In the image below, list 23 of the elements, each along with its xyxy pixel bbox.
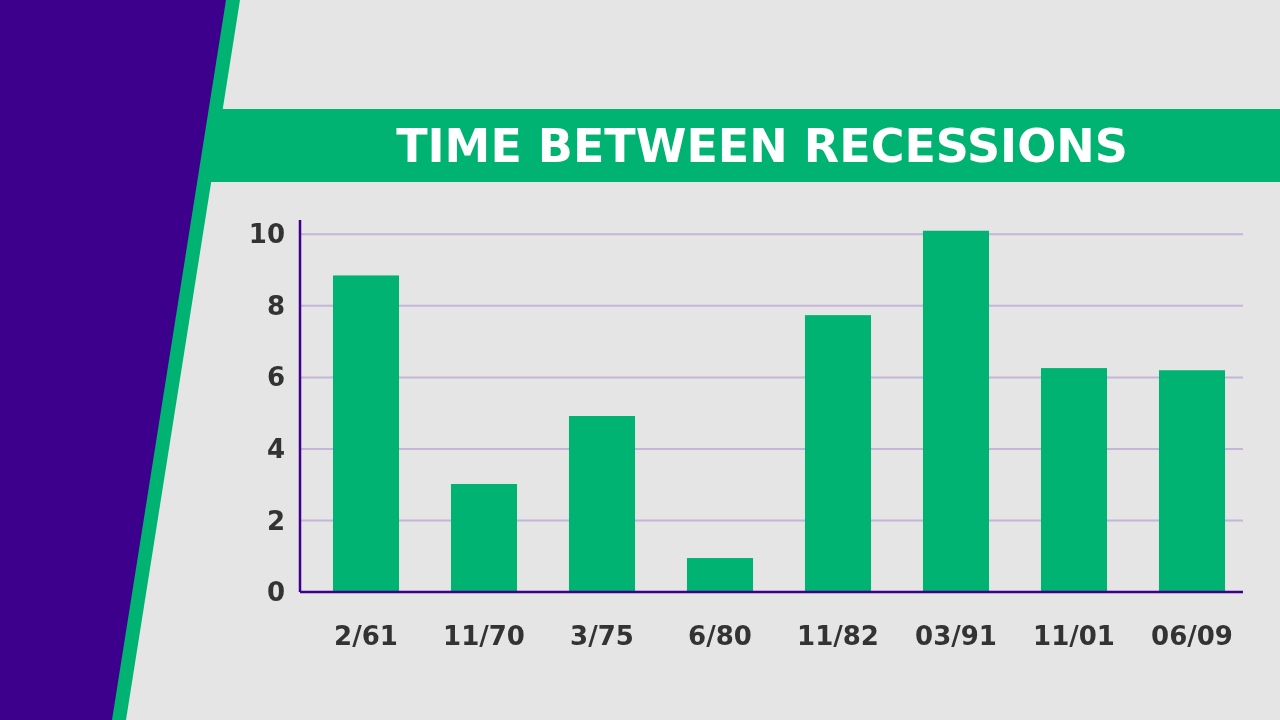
y-tick-label: 4 [266, 434, 285, 465]
y-tick-label: 8 [266, 290, 285, 321]
bar [1158, 370, 1226, 592]
x-tick-label: 6/80 [688, 621, 752, 651]
y-tick-label: 10 [248, 219, 285, 250]
x-tick-label: 11/70 [443, 621, 525, 651]
y-tick-label: 6 [266, 362, 285, 393]
x-tick-label: 03/91 [915, 621, 997, 651]
chart-title: TIME BETWEEN RECESSIONS [396, 119, 1128, 173]
bar [804, 315, 872, 592]
bar [922, 230, 990, 592]
x-tick-label: 11/82 [797, 621, 879, 651]
bar [332, 275, 400, 592]
bar [686, 558, 754, 592]
y-tick-label: 0 [266, 577, 285, 608]
x-tick-label: 3/75 [570, 621, 634, 651]
bar [450, 483, 518, 592]
x-tick-label: 06/09 [1151, 621, 1233, 651]
x-tick-label: 2/61 [334, 621, 398, 651]
bar [1040, 368, 1108, 592]
x-tick-label: 11/01 [1033, 621, 1115, 651]
bar [568, 416, 636, 592]
y-tick-label: 2 [266, 505, 285, 536]
